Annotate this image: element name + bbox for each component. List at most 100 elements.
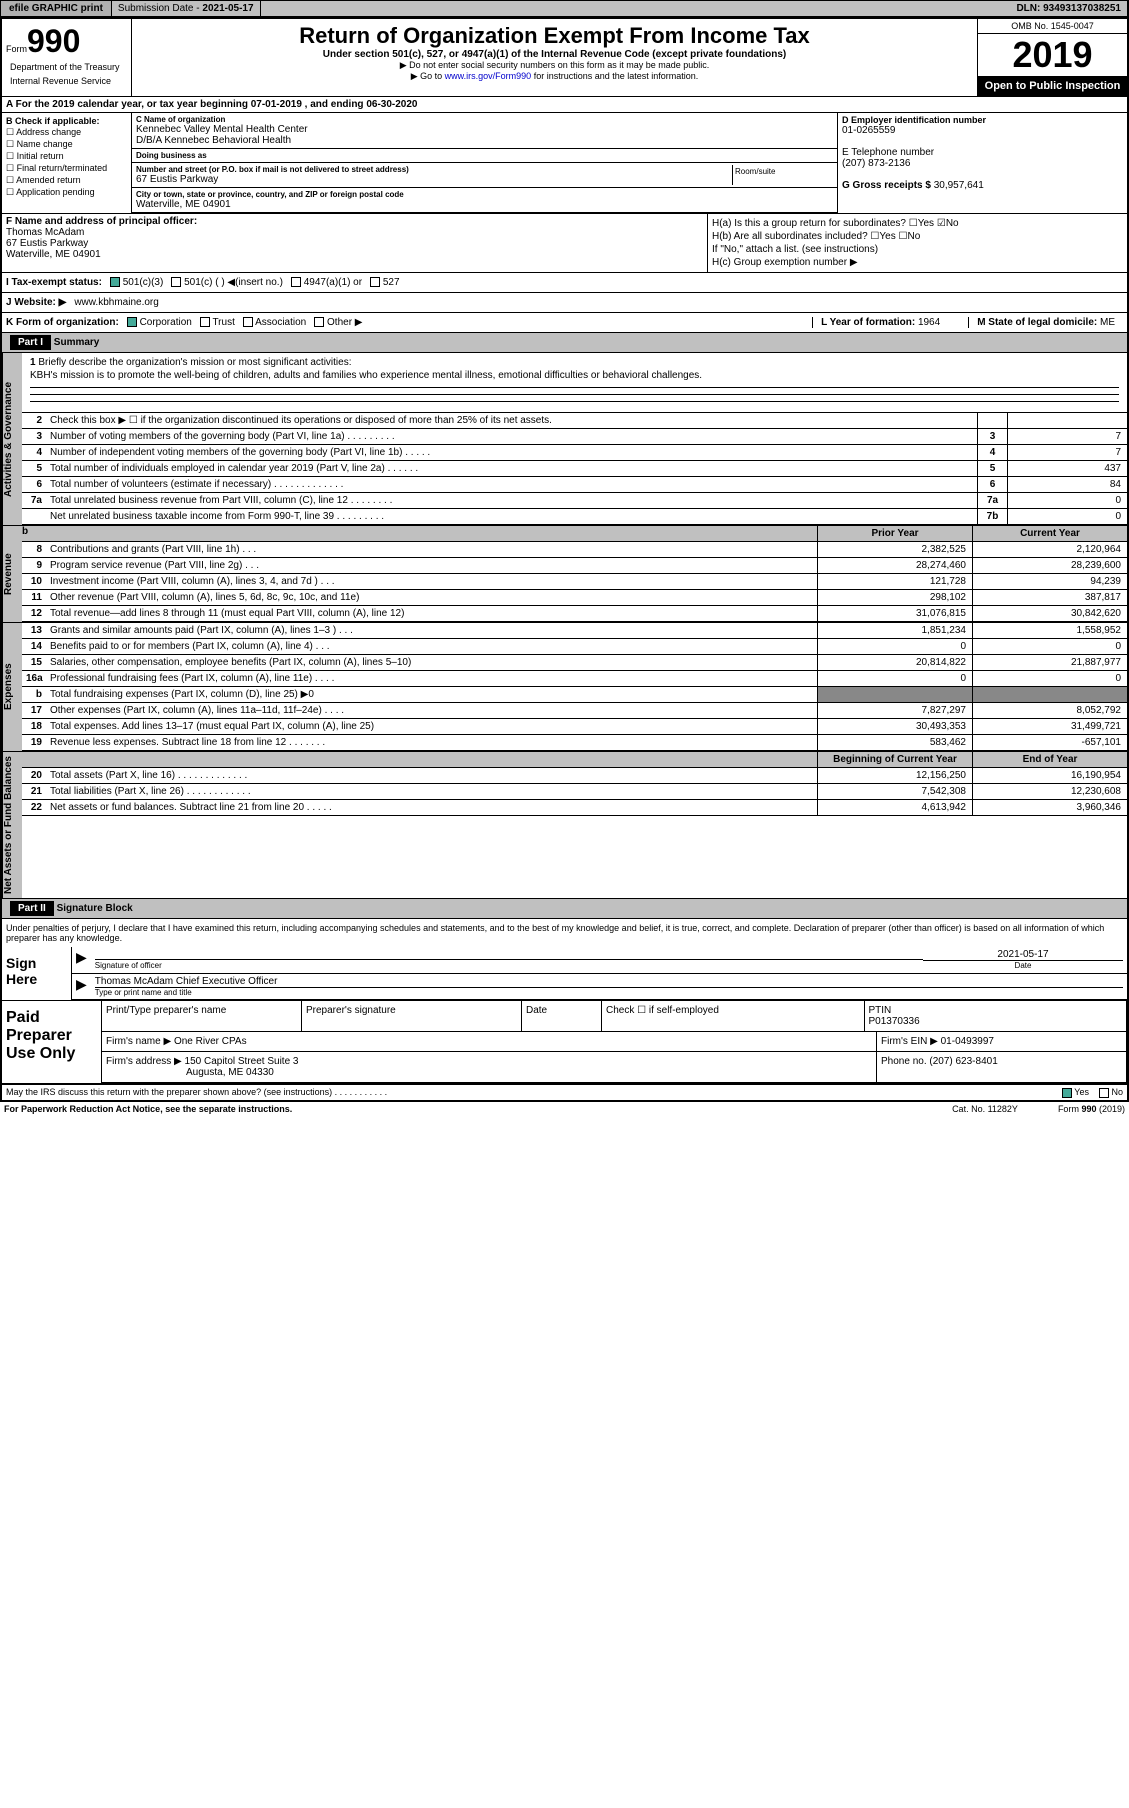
net-header: Beginning of Current Year End of Year [22,752,1127,768]
chk-assoc[interactable]: Association [243,317,306,328]
side-expenses: Expenses [2,623,22,751]
chk-501c3[interactable]: 501(c)(3) [110,277,163,288]
subtitle-2: ▶ Do not enter social security numbers o… [136,60,973,71]
header-right-box: OMB No. 1545-0047 2019 Open to Public In… [977,19,1127,96]
officer-addr1: 67 Eustis Parkway [6,238,703,249]
officer-name: Thomas McAdam [6,227,703,238]
form-title: Return of Organization Exempt From Incom… [136,23,973,49]
form-title-box: Return of Organization Exempt From Incom… [132,19,977,96]
side-revenue: Revenue [2,526,22,622]
ein-label: D Employer identification number [842,115,1123,125]
sig-date: 2021-05-17 [923,949,1123,960]
k-row: K Form of organization: Corporation Trus… [2,313,1127,333]
row-a: A For the 2019 calendar year, or tax yea… [2,97,1127,113]
line-row: 6Total number of volunteers (estimate if… [22,477,1127,493]
website-url[interactable]: www.kbhmaine.org [74,297,158,308]
discuss-no[interactable]: No [1099,1087,1123,1098]
side-netassets: Net Assets or Fund Balances [2,752,22,898]
line-row: 2Check this box ▶ ☐ if the organization … [22,413,1127,429]
fin-row: 18Total expenses. Add lines 13–17 (must … [22,719,1127,735]
fin-row: 15Salaries, other compensation, employee… [22,655,1127,671]
chk-amended[interactable]: ☐ Amended return [6,175,127,186]
col-h-group: H(a) Is this a group return for subordin… [707,214,1127,272]
revenue-section: Revenue b Prior Year Current Year 8Contr… [2,526,1127,623]
dln: DLN: 93493137038251 [1010,1,1128,16]
preparer-row-2: Firm's name ▶ One River CPAs Firm's EIN … [102,1032,1127,1052]
chk-pending[interactable]: ☐ Application pending [6,187,127,198]
form-ref: Form 990 (2019) [1058,1104,1125,1114]
tel-value: (207) 873-2136 [842,158,1123,169]
netassets-section: Net Assets or Fund Balances Beginning of… [2,752,1127,899]
omb-number: OMB No. 1545-0047 [978,19,1127,34]
chk-other[interactable]: Other ▶ [314,317,362,328]
fin-row: 16aProfessional fundraising fees (Part I… [22,671,1127,687]
col-prior-year: Prior Year [817,526,972,541]
dept-irs: Internal Revenue Service [6,74,127,88]
line-row: 7aTotal unrelated business revenue from … [22,493,1127,509]
chk-name[interactable]: ☐ Name change [6,139,127,150]
org-name-1: Kennebec Valley Mental Health Center [136,124,833,135]
preparer-row-3: Firm's address ▶ 150 Capitol Street Suit… [102,1052,1127,1083]
tax-status-row: I Tax-exempt status: 501(c)(3) 501(c) ( … [2,273,1127,293]
street-address: 67 Eustis Parkway [136,174,732,185]
fin-row: bTotal fundraising expenses (Part IX, co… [22,687,1127,703]
org-name-label: C Name of organization [136,115,833,124]
governance-section: Activities & Governance 1 Briefly descri… [2,353,1127,526]
fin-row: 13Grants and similar amounts paid (Part … [22,623,1127,639]
form-number-box: Form990 Department of the Treasury Inter… [2,19,132,96]
city-label: City or town, state or province, country… [136,190,833,199]
dept-treasury: Department of the Treasury [6,60,127,74]
sig-name: Thomas McAdam Chief Executive Officer [95,976,1123,987]
fgh-row: F Name and address of principal officer:… [2,214,1127,273]
tel-label: E Telephone number [842,147,1123,158]
col-end-year: End of Year [972,752,1127,767]
open-public-badge: Open to Public Inspection [978,76,1127,96]
side-governance: Activities & Governance [2,353,22,525]
cat-no: Cat. No. 11282Y [952,1104,1018,1114]
fin-row: 20Total assets (Part X, line 16) . . . .… [22,768,1127,784]
efile-btn[interactable]: efile GRAPHIC print [1,1,112,16]
col-begin-year: Beginning of Current Year [817,752,972,767]
expenses-section: Expenses 13Grants and similar amounts pa… [2,623,1127,752]
sig-officer-label: Signature of officer [95,961,162,970]
subtitle-3: ▶ Go to www.irs.gov/Form990 for instruct… [136,71,973,82]
room-label: Room/suite [733,165,833,185]
chk-527[interactable]: 527 [370,277,399,288]
section-bcd: B Check if applicable: ☐ Address change … [2,113,1127,214]
preparer-row-1: Print/Type preparer's name Preparer's si… [102,1001,1127,1032]
submission-date: Submission Date - 2021-05-17 [112,1,261,16]
top-bar: efile GRAPHIC print Submission Date - 20… [0,0,1129,17]
form-header: Form990 Department of the Treasury Inter… [2,19,1127,97]
irs-link[interactable]: www.irs.gov/Form990 [445,71,532,81]
tax-year: 2019 [978,34,1127,76]
gross-receipts: G Gross receipts $ 30,957,641 [842,180,1123,191]
year-formation: L Year of formation: 1964 [812,317,948,328]
chk-initial[interactable]: ☐ Initial return [6,151,127,162]
pra-notice: For Paperwork Reduction Act Notice, see … [4,1104,292,1114]
chk-address[interactable]: ☐ Address change [6,127,127,138]
org-name-2: D/B/A Kennebec Behavioral Health [136,135,833,146]
chk-501c[interactable]: 501(c) ( ) ◀(insert no.) [171,277,283,288]
sign-here-section: Sign Here ▶ Signature of officer 2021-05… [2,947,1127,1001]
part1-header: Part I Summary [2,333,1127,353]
col-c-org: C Name of organization Kennebec Valley M… [132,113,837,213]
chk-trust[interactable]: Trust [200,317,235,328]
col-current-year: Current Year [972,526,1127,541]
line-row: Net unrelated business taxable income fr… [22,509,1127,525]
signature-declaration: Under penalties of perjury, I declare th… [2,919,1127,947]
discuss-yes[interactable]: Yes [1062,1087,1089,1098]
chk-final[interactable]: ☐ Final return/terminated [6,163,127,174]
sign-here-label: Sign Here [2,947,72,1000]
h-c: H(c) Group exemption number ▶ [712,257,1123,268]
line-row: 3Number of voting members of the governi… [22,429,1127,445]
form-container: Form990 Department of the Treasury Inter… [0,17,1129,1102]
fin-header: b Prior Year Current Year [22,526,1127,542]
fin-row: 14Benefits paid to or for members (Part … [22,639,1127,655]
chk-corp[interactable]: Corporation [127,317,192,328]
mission-text: KBH's mission is to promote the well-bei… [30,370,1119,381]
paid-label: Paid Preparer Use Only [2,1001,102,1083]
h-b-note: If "No," attach a list. (see instruction… [712,244,1123,255]
chk-4947[interactable]: 4947(a)(1) or [291,277,362,288]
col-b-checkboxes: B Check if applicable: ☐ Address change … [2,113,132,213]
state-domicile: M State of legal domicile: ME [968,317,1123,328]
